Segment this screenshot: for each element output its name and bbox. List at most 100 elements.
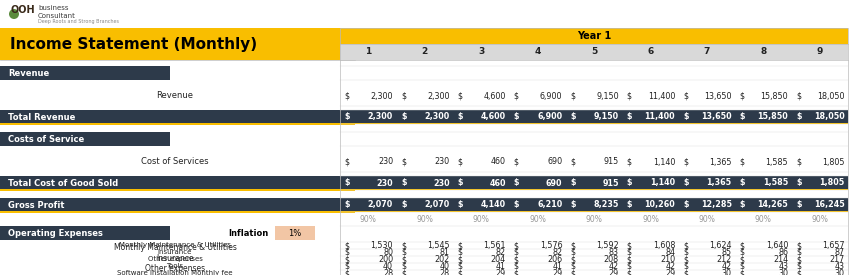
Text: 30: 30 xyxy=(835,269,845,275)
Bar xyxy=(340,176,848,190)
Text: $: $ xyxy=(683,241,689,250)
Text: $: $ xyxy=(344,255,349,264)
Text: 2,300: 2,300 xyxy=(371,92,393,100)
Text: $: $ xyxy=(401,255,406,264)
Text: 206: 206 xyxy=(547,255,563,264)
Bar xyxy=(340,28,848,275)
Text: $: $ xyxy=(626,178,632,188)
Text: 200: 200 xyxy=(378,255,393,264)
Text: Monthly Maintenance & Utilities: Monthly Maintenance & Utilities xyxy=(114,243,236,252)
Text: 86: 86 xyxy=(778,248,788,257)
Text: $: $ xyxy=(514,269,518,275)
Text: $: $ xyxy=(683,255,689,264)
Text: $: $ xyxy=(344,92,349,100)
Text: business: business xyxy=(38,5,69,11)
Text: 210: 210 xyxy=(660,255,675,264)
Text: $: $ xyxy=(683,92,689,100)
Text: $: $ xyxy=(457,269,462,275)
Text: 13,650: 13,650 xyxy=(701,112,732,122)
Text: $: $ xyxy=(626,158,632,166)
Text: $: $ xyxy=(740,178,745,188)
Text: 41: 41 xyxy=(496,262,506,271)
Text: 1,640: 1,640 xyxy=(766,241,788,250)
Text: 1: 1 xyxy=(366,48,371,56)
Text: 13,650: 13,650 xyxy=(704,92,732,100)
Text: 90%: 90% xyxy=(699,216,716,224)
Text: $: $ xyxy=(344,200,350,210)
Text: 18,050: 18,050 xyxy=(813,112,845,122)
Text: 1%: 1% xyxy=(288,229,302,238)
Text: 3: 3 xyxy=(478,48,484,56)
Text: 1,530: 1,530 xyxy=(371,241,393,250)
Text: 28: 28 xyxy=(439,269,450,275)
Text: $: $ xyxy=(796,200,802,210)
Text: Monthly Maintenance & Utilities: Monthly Maintenance & Utilities xyxy=(119,243,231,249)
Text: $: $ xyxy=(626,248,632,257)
Text: 42: 42 xyxy=(666,262,675,271)
Text: $: $ xyxy=(401,200,406,210)
Text: Year 1: Year 1 xyxy=(577,31,611,41)
Text: 43: 43 xyxy=(835,262,845,271)
Text: Income Statement (Monthly): Income Statement (Monthly) xyxy=(10,37,257,51)
Text: $: $ xyxy=(514,178,519,188)
Text: 30: 30 xyxy=(722,269,732,275)
Text: 915: 915 xyxy=(604,158,619,166)
Text: 460: 460 xyxy=(491,158,506,166)
Text: $: $ xyxy=(570,112,575,122)
Text: 9,150: 9,150 xyxy=(596,92,619,100)
Text: 16,245: 16,245 xyxy=(813,200,845,210)
Text: 2,300: 2,300 xyxy=(424,112,450,122)
Text: $: $ xyxy=(683,262,689,271)
Text: $: $ xyxy=(796,241,801,250)
Text: $: $ xyxy=(401,262,406,271)
Text: 87: 87 xyxy=(835,248,845,257)
Text: Gross Profit: Gross Profit xyxy=(8,200,65,210)
Text: $: $ xyxy=(401,241,406,250)
Text: $: $ xyxy=(344,269,349,275)
Text: 90%: 90% xyxy=(529,216,546,224)
Text: $: $ xyxy=(344,158,349,166)
Text: 40: 40 xyxy=(383,262,393,271)
Text: 90%: 90% xyxy=(642,216,659,224)
Text: $: $ xyxy=(457,200,463,210)
Text: $: $ xyxy=(514,241,518,250)
Text: Tools: Tools xyxy=(167,263,184,270)
Text: OOH: OOH xyxy=(10,5,35,15)
Text: $: $ xyxy=(796,178,802,188)
Bar xyxy=(0,198,355,212)
Text: 85: 85 xyxy=(722,248,732,257)
Text: $: $ xyxy=(740,200,745,210)
Text: $: $ xyxy=(570,269,575,275)
Text: Inflation: Inflation xyxy=(228,229,268,238)
Text: Total Revenue: Total Revenue xyxy=(8,112,76,122)
Bar xyxy=(340,188,848,190)
Text: $: $ xyxy=(796,112,802,122)
Text: $: $ xyxy=(514,255,518,264)
Bar xyxy=(0,226,170,240)
Text: $: $ xyxy=(683,158,689,166)
Text: $: $ xyxy=(344,262,349,271)
Bar xyxy=(0,211,355,213)
Text: 9: 9 xyxy=(817,48,823,56)
Text: 14,265: 14,265 xyxy=(757,200,788,210)
Text: 29: 29 xyxy=(552,269,563,275)
Text: $: $ xyxy=(740,112,745,122)
Text: Revenue: Revenue xyxy=(8,68,49,78)
Text: $: $ xyxy=(514,248,518,257)
Text: $: $ xyxy=(457,248,462,257)
Text: 11,400: 11,400 xyxy=(648,92,675,100)
Text: $: $ xyxy=(626,112,632,122)
Text: 6: 6 xyxy=(648,48,654,56)
Bar xyxy=(340,44,848,60)
Text: 460: 460 xyxy=(490,178,506,188)
Text: 90%: 90% xyxy=(812,216,828,224)
Text: $: $ xyxy=(570,262,575,271)
Text: $: $ xyxy=(457,112,463,122)
Text: 690: 690 xyxy=(546,178,563,188)
Text: 1,805: 1,805 xyxy=(822,158,845,166)
Text: 28: 28 xyxy=(383,269,393,275)
Text: 204: 204 xyxy=(490,255,506,264)
Text: 43: 43 xyxy=(778,262,788,271)
Text: 30: 30 xyxy=(778,269,788,275)
Text: 81: 81 xyxy=(439,248,450,257)
